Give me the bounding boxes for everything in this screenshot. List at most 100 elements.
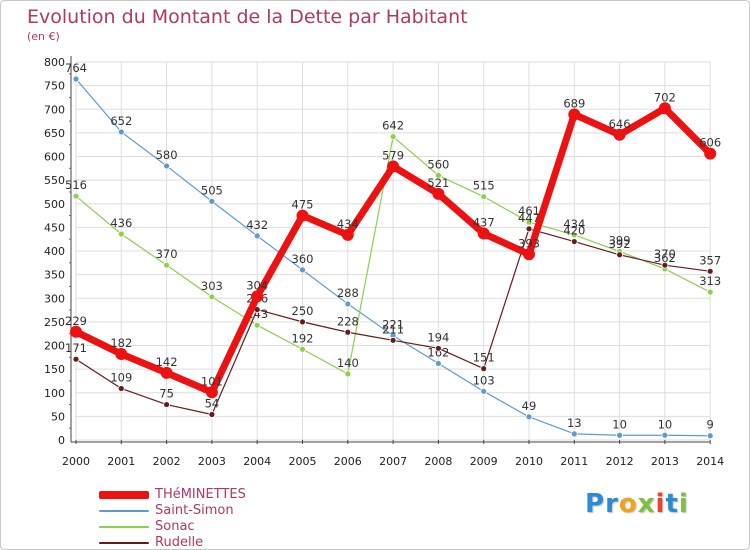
data-point-sonac: [299, 345, 306, 353]
data-point-rudelle: [525, 225, 533, 233]
data-label-th-minettes: 689: [563, 96, 585, 110]
data-label-rudelle: 447: [518, 211, 540, 225]
data-point-rudelle: [480, 365, 488, 373]
y-tick-label: 550: [44, 174, 65, 187]
data-point-sonac: [253, 321, 261, 329]
y-tick-label: 0: [58, 434, 65, 447]
data-label-rudelle: 228: [337, 314, 359, 328]
y-tick-label: 300: [44, 292, 65, 305]
data-label-rudelle: 109: [110, 370, 132, 384]
x-tick-label: 2000: [62, 455, 90, 468]
data-point-saint-simon: [344, 300, 352, 308]
x-tick-label: 2002: [153, 455, 181, 468]
data-point-saint-simon: [208, 197, 216, 205]
y-tick-label: 100: [44, 387, 65, 400]
data-point-th-minettes: [568, 108, 581, 121]
data-point-saint-simon: [706, 432, 714, 440]
data-label-sonac: 560: [427, 157, 449, 171]
data-point-rudelle: [434, 344, 442, 352]
data-point-sonac: [208, 293, 216, 301]
x-tick-label: 2008: [424, 455, 452, 468]
data-label-sonac: 370: [156, 247, 178, 261]
x-tick-label: 2011: [560, 455, 588, 468]
y-tick-label: 500: [44, 198, 65, 211]
data-label-th-minettes: 606: [699, 136, 721, 150]
data-point-th-minettes: [115, 348, 128, 361]
data-point-saint-simon: [299, 266, 306, 274]
data-point-th-minettes: [296, 209, 309, 222]
x-tick-label: 2012: [606, 455, 634, 468]
data-label-sonac: 399: [609, 233, 631, 247]
data-point-sonac: [344, 370, 352, 378]
data-label-sonac: 436: [110, 216, 132, 230]
y-tick-label: 700: [44, 103, 65, 116]
data-label-sonac: 515: [473, 179, 495, 193]
data-point-saint-simon: [570, 430, 578, 438]
data-point-sonac: [434, 171, 442, 179]
data-point-sonac: [163, 261, 171, 269]
data-label-th-minettes: 393: [518, 236, 540, 250]
data-point-rudelle: [570, 238, 578, 245]
data-point-sonac: [480, 193, 488, 201]
data-label-saint-simon: 49: [522, 399, 537, 413]
chart-title: Evolution du Montant de la Dette par Hab…: [27, 6, 468, 28]
y-tick-label: 50: [51, 410, 65, 423]
data-label-rudelle: 54: [205, 396, 220, 410]
data-point-rudelle: [208, 411, 216, 418]
y-tick-label: 400: [44, 245, 65, 258]
data-point-rudelle: [661, 261, 669, 269]
y-tick-label: 350: [44, 269, 65, 282]
data-label-th-minettes: 304: [246, 278, 268, 292]
data-point-th-minettes: [613, 128, 626, 141]
data-point-sonac: [117, 230, 125, 238]
data-point-saint-simon: [661, 431, 669, 439]
data-label-th-minettes: 521: [427, 176, 449, 190]
data-point-sonac: [389, 133, 397, 141]
data-point-rudelle: [616, 251, 623, 259]
data-point-th-minettes: [251, 290, 264, 303]
data-label-saint-simon: 288: [337, 286, 359, 300]
data-label-rudelle: 392: [609, 237, 631, 251]
data-point-th-minettes: [341, 228, 354, 241]
data-label-rudelle: 250: [292, 304, 314, 318]
data-point-saint-simon: [163, 162, 171, 170]
data-label-saint-simon: 221: [382, 318, 404, 332]
data-point-sonac: [570, 231, 578, 239]
data-label-saint-simon: 10: [612, 417, 627, 431]
legend-label: THéMINETTES: [155, 487, 246, 502]
x-tick-label: 2013: [651, 455, 679, 468]
data-point-saint-simon: [434, 360, 442, 367]
data-point-rudelle: [117, 385, 125, 392]
data-point-th-minettes: [658, 102, 671, 115]
data-label-rudelle: 194: [427, 330, 449, 344]
data-label-sonac: 461: [518, 204, 540, 218]
data-label-rudelle: 171: [65, 341, 87, 355]
data-label-saint-simon: 580: [156, 148, 178, 162]
data-label-saint-simon: 652: [110, 114, 132, 128]
logo-letter: t: [665, 489, 679, 519]
data-label-rudelle: 420: [563, 224, 585, 238]
x-tick-label: 2005: [289, 455, 317, 468]
data-label-saint-simon: 432: [246, 218, 268, 232]
legend-label: Rudelle: [155, 535, 204, 550]
logo-letter: o: [618, 489, 638, 519]
data-label-rudelle: 370: [654, 247, 676, 261]
chart-subtitle: (en €): [27, 30, 60, 43]
legend-swatch: [99, 510, 149, 512]
data-label-th-minettes: 434: [337, 217, 359, 231]
data-label-sonac: 140: [337, 356, 359, 370]
data-label-saint-simon: 505: [201, 183, 223, 197]
data-point-rudelle: [344, 328, 352, 336]
data-point-th-minettes: [160, 366, 173, 379]
y-tick-label: 800: [44, 56, 65, 69]
data-point-saint-simon: [525, 413, 533, 421]
data-label-th-minettes: 475: [292, 198, 314, 212]
logo-letter: r: [605, 489, 619, 519]
data-point-rudelle: [389, 336, 397, 344]
data-point-saint-simon: [480, 387, 488, 395]
data-label-sonac: 642: [382, 119, 404, 133]
x-tick-label: 2001: [107, 455, 135, 468]
data-point-th-minettes: [387, 160, 400, 173]
